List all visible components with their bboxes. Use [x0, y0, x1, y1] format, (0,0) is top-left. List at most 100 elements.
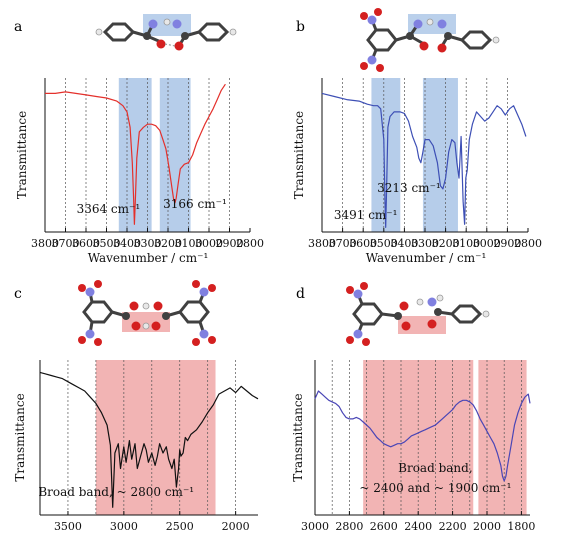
atom-nitrogen [367, 55, 377, 65]
x-tick-label: 3500 [93, 237, 121, 250]
atom-hydrogen [416, 298, 424, 306]
atom-oxygen [192, 280, 200, 288]
nitrophenyl-ring [366, 28, 398, 52]
molecule-b [360, 8, 500, 72]
x-axis-label: Wavenumber / cm⁻¹ [88, 251, 209, 265]
peak-annotation: ~ 2400 and ~ 1900 cm⁻¹ [359, 481, 511, 495]
chart-panel-a: 3800370036003500340033003200310030002900… [15, 78, 264, 265]
atom-oxygen [437, 43, 447, 53]
highlight-band [478, 360, 527, 515]
peak-annotation: Broad band, ~ 2800 cm⁻¹ [38, 485, 194, 499]
x-tick-label: 3000 [301, 520, 329, 533]
x-tick-label: 3600 [72, 237, 100, 250]
x-tick-label: 2800 [514, 237, 542, 250]
x-tick-label: 3500 [54, 520, 82, 533]
highlight-band [159, 78, 191, 232]
peak-annotation: 3491 cm⁻¹ [334, 208, 398, 222]
atom-oxygen [153, 301, 163, 311]
atom-carbon [122, 312, 130, 320]
atom-hydrogen [492, 36, 500, 44]
x-tick-label: 3600 [349, 237, 377, 250]
peak-annotation: Broad band, [398, 461, 473, 475]
atom-oxygen [208, 284, 216, 292]
atom-oxygen [78, 336, 86, 344]
atom-hydrogen [436, 294, 444, 302]
atom-oxygen [376, 64, 384, 72]
atom-hydrogen [163, 18, 171, 26]
panel-b: b [296, 8, 500, 72]
y-axis-label: Transmittance [13, 393, 27, 481]
atom-nitrogen [85, 329, 95, 339]
nitrophenyl-ring-right [178, 300, 210, 324]
phenyl-ring-right [449, 304, 483, 324]
x-tick-label: 1800 [507, 520, 535, 533]
atom-carbon [434, 308, 442, 316]
spectrum-line [314, 390, 531, 482]
atom-nitrogen [85, 287, 95, 297]
atom-oxygen [174, 41, 184, 51]
panel-d: d [296, 282, 490, 346]
atom-oxygen [374, 8, 382, 16]
atom-hydrogen [482, 310, 490, 318]
x-tick-label: 3000 [195, 237, 223, 250]
x-tick-label: 3700 [52, 237, 80, 250]
atom-oxygen [131, 321, 141, 331]
atom-oxygen [129, 301, 139, 311]
atom-oxygen [360, 12, 368, 20]
x-tick-label: 3100 [452, 237, 480, 250]
atom-nitrogen [437, 19, 447, 29]
chart-panel-d: 3000 2800 2600 2400 2200 2000 1800 Transmittanc… [291, 360, 535, 533]
highlight-band [95, 360, 216, 515]
atom-oxygen [346, 336, 354, 344]
atom-oxygen [151, 321, 161, 331]
atom-oxygen [427, 319, 437, 329]
spectrum-line [321, 92, 527, 228]
spectrum-line [45, 83, 226, 225]
x-tick-label: 3300 [134, 237, 162, 250]
panel-label-b: b [296, 19, 305, 35]
nitrophenyl-ring [352, 302, 384, 326]
x-tick-label: 3000 [110, 520, 138, 533]
panel-label-c: c [14, 286, 22, 302]
atom-oxygen [156, 39, 166, 49]
atom-hydrogen [426, 18, 434, 26]
x-tick-label: 2200 [439, 520, 467, 533]
atom-carbon [162, 312, 170, 320]
atom-oxygen [401, 321, 411, 331]
atom-oxygen [94, 338, 102, 346]
x-tick-label: 3100 [175, 237, 203, 250]
chart-panel-b: 3800370036003500340033003200310030002900… [292, 78, 542, 265]
atom-oxygen [346, 286, 354, 294]
x-tick-label: 3200 [432, 237, 460, 250]
atom-oxygen [192, 338, 200, 346]
x-tick-label: 3700 [329, 237, 357, 250]
atom-nitrogen [148, 19, 158, 29]
x-tick-label: 3200 [154, 237, 182, 250]
atom-oxygen [362, 338, 370, 346]
peak-annotation: 3364 cm⁻¹ [77, 202, 141, 216]
phenyl-ring-right [459, 30, 493, 50]
atom-hydrogen [229, 28, 237, 36]
atom-nitrogen [413, 19, 423, 29]
panel-c: c [14, 280, 216, 346]
atom-hydrogen [142, 302, 150, 310]
atom-nitrogen [199, 287, 209, 297]
atom-carbon [143, 32, 151, 40]
atom-carbon [181, 32, 189, 40]
atom-oxygen [94, 280, 102, 288]
atom-hydrogen [95, 28, 103, 36]
spectrum-line [39, 371, 259, 508]
molecule-d [346, 282, 490, 346]
atom-carbon [394, 312, 402, 320]
peak-annotation: 3166 cm⁻¹ [163, 197, 227, 211]
atom-nitrogen [427, 297, 437, 307]
x-axis-label: Wavenumber / cm⁻¹ [366, 251, 487, 265]
atom-nitrogen [199, 329, 209, 339]
x-tick-label: 2000 [473, 520, 501, 533]
atom-oxygen [360, 62, 368, 70]
atom-carbon [444, 32, 452, 40]
atom-nitrogen [172, 19, 182, 29]
x-tick-label: 2900 [493, 237, 521, 250]
x-tick-label: 3300 [411, 237, 439, 250]
